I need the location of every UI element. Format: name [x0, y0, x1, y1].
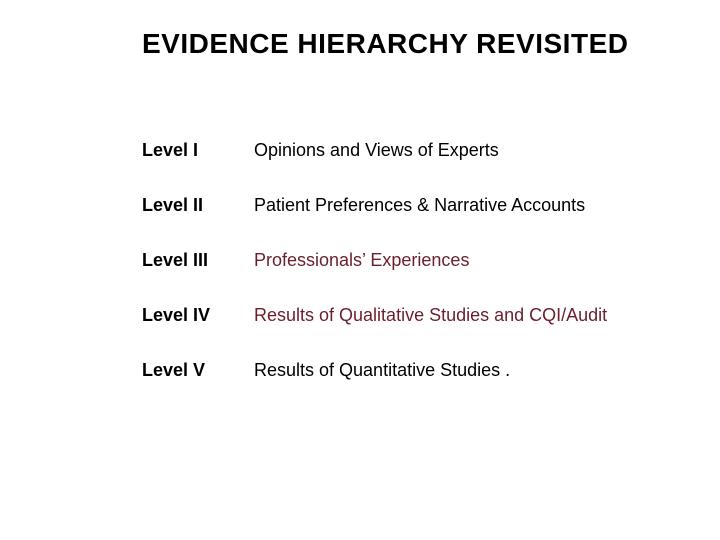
- level-label: Level III: [142, 250, 254, 271]
- level-label: Level V: [142, 360, 254, 381]
- level-row: Level V Results of Quantitative Studies …: [142, 360, 680, 381]
- level-label: Level I: [142, 140, 254, 161]
- level-description: Results of Qualitative Studies and CQI/A…: [254, 305, 607, 326]
- level-label: Level IV: [142, 305, 254, 326]
- level-label: Level II: [142, 195, 254, 216]
- level-row: Level III Professionals’ Experiences: [142, 250, 680, 271]
- level-row: Level II Patient Preferences & Narrative…: [142, 195, 680, 216]
- level-list: Level I Opinions and Views of Experts Le…: [142, 140, 680, 415]
- level-description: Patient Preferences & Narrative Accounts: [254, 195, 585, 216]
- slide: EVIDENCE HIERARCHY REVISITED Level I Opi…: [0, 0, 720, 540]
- level-description: Results of Quantitative Studies .: [254, 360, 510, 381]
- level-row: Level IV Results of Qualitative Studies …: [142, 305, 680, 326]
- slide-title: EVIDENCE HIERARCHY REVISITED: [142, 28, 628, 60]
- level-row: Level I Opinions and Views of Experts: [142, 140, 680, 161]
- level-description: Opinions and Views of Experts: [254, 140, 499, 161]
- level-description: Professionals’ Experiences: [254, 250, 469, 271]
